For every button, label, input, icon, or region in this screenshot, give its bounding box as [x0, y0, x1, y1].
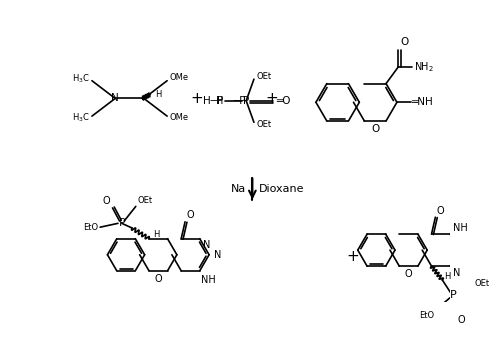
Text: O: O	[102, 196, 110, 206]
Text: O: O	[400, 37, 408, 47]
Text: H: H	[156, 90, 162, 99]
Text: H─P: H─P	[204, 96, 224, 106]
Text: ─P: ─P	[233, 96, 245, 106]
Text: O: O	[186, 210, 194, 220]
Text: H: H	[154, 231, 160, 239]
Text: O: O	[458, 315, 466, 325]
Text: H: H	[444, 273, 450, 281]
Text: OMe: OMe	[170, 113, 188, 122]
Text: P: P	[243, 96, 250, 106]
Text: OMe: OMe	[170, 73, 188, 82]
Text: O: O	[371, 124, 380, 134]
Text: Dioxane: Dioxane	[258, 184, 304, 194]
Text: OEt: OEt	[256, 72, 272, 81]
Text: N: N	[112, 94, 119, 103]
Text: NH: NH	[453, 223, 468, 233]
Text: Na: Na	[231, 184, 246, 194]
Text: NH$_2$: NH$_2$	[414, 60, 434, 74]
Text: O: O	[154, 274, 162, 284]
Text: O: O	[405, 269, 412, 279]
Text: H: H	[216, 96, 223, 106]
Text: ═O: ═O	[276, 96, 290, 106]
Text: N: N	[214, 250, 221, 260]
Text: ═NH: ═NH	[411, 97, 432, 107]
Text: H$_3$C: H$_3$C	[72, 112, 90, 124]
Text: OEt: OEt	[256, 120, 272, 129]
Text: P: P	[450, 291, 456, 300]
Text: O: O	[437, 206, 444, 216]
Text: OEt: OEt	[474, 279, 490, 287]
Text: EtO: EtO	[84, 223, 98, 232]
Text: NH: NH	[202, 275, 216, 285]
Text: N: N	[203, 240, 210, 250]
Text: +: +	[266, 91, 278, 106]
Text: +: +	[190, 91, 203, 106]
Text: EtO: EtO	[420, 311, 434, 320]
Text: +: +	[347, 249, 360, 264]
Text: OEt: OEt	[138, 196, 152, 205]
Text: H$_3$C: H$_3$C	[72, 73, 90, 85]
Text: N: N	[453, 268, 460, 278]
Text: P: P	[118, 218, 125, 228]
